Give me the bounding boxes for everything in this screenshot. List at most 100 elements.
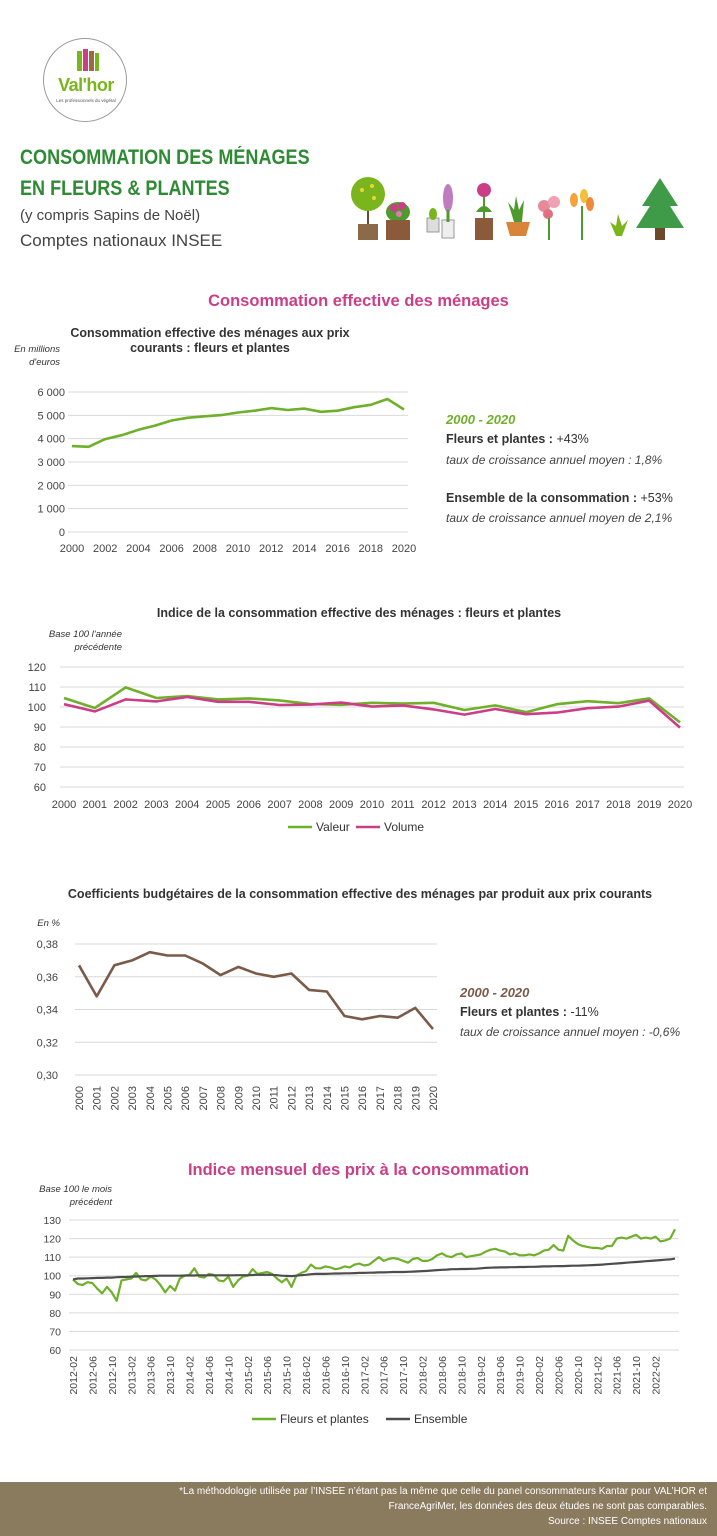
chart4-x-tick: 2012-02	[68, 1356, 80, 1395]
chart3-annotation-period: 2000 - 2020	[460, 985, 530, 1000]
chart3-y-tick: 0,34	[37, 1005, 58, 1017]
chart2-legend-label: Volume	[384, 820, 424, 834]
chart2-x-tick: 2020	[668, 799, 692, 811]
chart1-y-tick: 2 000	[37, 480, 65, 492]
chart3-y-tick: 0,36	[37, 972, 58, 984]
chart3-annotation-line1: Fleurs et plantes : -11%	[460, 1005, 599, 1019]
logo-tagline: Les professionnels du végétal	[56, 98, 116, 103]
chart3-x-tick: 2018	[393, 1086, 405, 1110]
chart3-x-tick: 2020	[428, 1086, 440, 1110]
chart4-x-tick: 2021-10	[631, 1356, 643, 1395]
chart4-x-tick: 2018-02	[418, 1356, 430, 1395]
chart4-x-tick: 2013-06	[146, 1356, 158, 1395]
chart1-x-tick: 2020	[392, 543, 416, 555]
chart2-title: Indice de la consommation effective des …	[157, 606, 561, 620]
chart2-x-tick: 2008	[298, 799, 322, 811]
chart2-x-tick: 2006	[237, 799, 261, 811]
logo-leaves-icon	[77, 49, 99, 71]
chart1-annotation-value2: +53%	[637, 491, 673, 505]
chart3-x-tick: 2010	[251, 1086, 263, 1110]
chart3-x-tick: 2015	[340, 1086, 352, 1110]
chart3-y-tick: 0,38	[37, 939, 58, 951]
chart3-x-tick: 2011	[269, 1086, 281, 1110]
chart4-x-tick: 2021-02	[592, 1356, 604, 1395]
chart3-x-tick: 2003	[127, 1086, 139, 1110]
chart4-x-tick: 2017-06	[379, 1356, 391, 1395]
valhor-logo: Val'hor Les professionnels du végétal	[43, 38, 127, 122]
chart4-x-tick: 2012-10	[107, 1356, 119, 1395]
chart4-x-tick: 2019-10	[515, 1356, 527, 1395]
chart3-annotation-label: Fleurs et plantes :	[460, 1005, 567, 1019]
logo-name: Val'hor	[58, 75, 114, 95]
chart2-x-tick: 2011	[391, 799, 415, 811]
chart1-x-tick: 2012	[259, 543, 283, 555]
chart1-y-tick: 3 000	[37, 457, 65, 469]
chart1-annotation-label2: Ensemble de la consommation :	[446, 491, 638, 505]
chart4-x-tick: 2017-10	[398, 1356, 410, 1395]
chart4-x-tick: 2019-02	[476, 1356, 488, 1395]
chart2-x-tick: 2004	[175, 799, 199, 811]
chart4-x-tick: 2021-06	[612, 1356, 624, 1395]
chart2-x-tick: 2005	[206, 799, 230, 811]
chart4-series-line	[72, 1228, 676, 1302]
chart4-x-tick: 2020-06	[553, 1356, 565, 1395]
chart4-x-tick: 2020-02	[534, 1356, 546, 1395]
chart4-legend-label: Ensemble	[414, 1412, 468, 1426]
chart1-ylabel: En millions	[14, 344, 60, 355]
chart2-x-tick: 2014	[483, 799, 507, 811]
footer-note-line2: FranceAgriMer, les données des deux étud…	[388, 1501, 707, 1512]
footer: *La méthodologie utilisée par l’INSEE n’…	[0, 1482, 717, 1536]
chart4-x-tick: 2013-10	[165, 1356, 177, 1395]
chart3-x-tick: 2007	[198, 1086, 210, 1110]
chart4-x-tick: 2014-02	[185, 1356, 197, 1395]
page-title-line2: EN FLEURS & PLANTES	[20, 177, 230, 200]
chart3-x-tick: 2008	[216, 1086, 228, 1110]
chart1-ylabel: d'euros	[29, 357, 60, 368]
chart3-x-tick: 2009	[233, 1086, 245, 1110]
chart4-x-tick: 2016-10	[340, 1356, 352, 1395]
chart4-x-tick: 2020-10	[573, 1356, 585, 1395]
chart3-y-tick: 0,32	[37, 1037, 58, 1049]
chart1-x-tick: 2010	[226, 543, 250, 555]
footer-note-line1: *La méthodologie utilisée par l’INSEE n’…	[179, 1486, 707, 1497]
page-title-line1: CONSOMMATION DES MÉNAGES	[20, 146, 310, 169]
chart3-x-tick: 2005	[163, 1086, 175, 1110]
chart2-series-line	[63, 686, 681, 724]
chart1-annotation-value: +43%	[552, 432, 589, 446]
chart4-x-tick: 2012-06	[87, 1356, 99, 1395]
chart1-x-tick: 2006	[159, 543, 183, 555]
chart1-x-tick: 2004	[126, 543, 150, 555]
chart3-x-tick: 2004	[145, 1086, 157, 1110]
chart1-annotation-line2: taux de croissance annuel moyen : 1,8%	[446, 453, 663, 467]
chart1-y-tick: 1 000	[37, 504, 65, 516]
chart4-x-tick: 2015-02	[243, 1356, 255, 1395]
chart2-x-tick: 2013	[452, 799, 476, 811]
chart1-annotation-line3: Ensemble de la consommation : +53%	[446, 491, 673, 505]
chart2-x-tick: 2000	[52, 799, 76, 811]
chart4-x-tick: 2018-06	[437, 1356, 449, 1395]
chart1-y-tick: 6 000	[37, 387, 65, 399]
chart1-y-tick: 0	[59, 527, 65, 539]
chart1-annotation-line1: Fleurs et plantes : +43%	[446, 432, 589, 446]
chart4-ylabel: précédent	[69, 1197, 113, 1208]
chart2-x-tick: 2017	[575, 799, 599, 811]
chart2-legend-label: Valeur	[316, 820, 350, 834]
chart4-y-tick: 110	[44, 1252, 61, 1264]
chart2-y-tick: 80	[34, 742, 46, 754]
chart3-x-tick: 2019	[410, 1086, 422, 1110]
chart1-x-tick: 2018	[359, 543, 383, 555]
chart2-x-tick: 2012	[421, 799, 445, 811]
chart4-series-line	[72, 1257, 676, 1281]
chart3-x-tick: 2013	[304, 1086, 316, 1110]
chart2-y-tick: 60	[34, 782, 46, 794]
chart2-y-tick: 70	[34, 762, 46, 774]
chart4-x-tick: 2015-06	[262, 1356, 274, 1395]
chart1-y-tick: 5 000	[37, 410, 65, 422]
chart1-series-line	[71, 397, 405, 449]
chart3-x-tick: 2012	[286, 1086, 298, 1110]
chart2-y-tick: 120	[28, 662, 46, 674]
chart4-x-tick: 2022-02	[651, 1356, 663, 1395]
chart4-x-tick: 2014-10	[223, 1356, 235, 1395]
chart4-y-tick: 60	[49, 1345, 61, 1357]
